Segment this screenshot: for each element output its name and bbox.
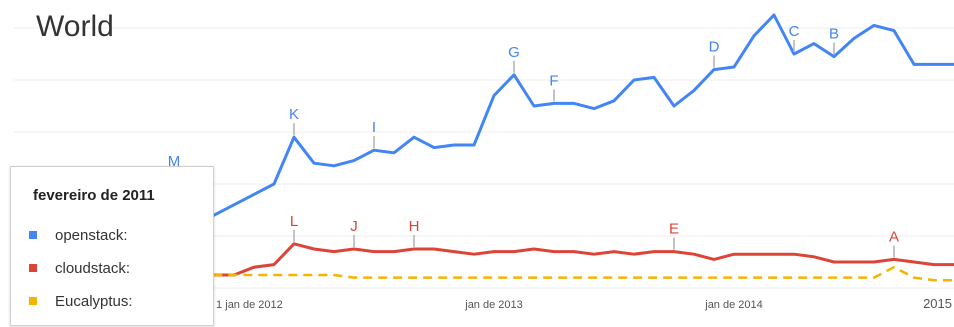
legend-label-openstack: openstack: [55, 226, 128, 244]
cloudstack-swatch [29, 264, 37, 272]
annotation-markers: NMKIGFDCBLJHEA [129, 23, 899, 258]
annotation-label-D: D [709, 39, 720, 56]
x-tick-label: jan de 2012 [224, 299, 283, 311]
annotation-label-K: K [289, 106, 299, 123]
annotation-label-B: B [829, 26, 839, 43]
legend-label-eucalyptus: Eucalyptus: [55, 292, 133, 310]
hover-tooltip: fevereiro de 2011 openstack: cloudstack:… [10, 166, 214, 326]
openstack-swatch [29, 231, 37, 239]
annotation-label-E: E [669, 221, 679, 238]
annotation-label-I: I [372, 119, 376, 136]
x-tick-label: 2015 [923, 296, 952, 311]
legend-label-cloudstack: cloudstack: [55, 259, 131, 277]
x-tick-label: jan de 2014 [704, 299, 763, 311]
annotation-label-J: J [350, 218, 358, 235]
x-tick-label-partial: 1 [216, 299, 222, 311]
x-axis-ticks: jan de 2012 jan de 2013 jan de 2014 2015 1 [216, 296, 952, 311]
annotation-label-F: F [549, 72, 558, 89]
legend-item-openstack[interactable]: openstack: [29, 225, 128, 245]
annotation-label-M: M [168, 153, 181, 170]
tooltip-date: fevereiro de 2011 [33, 187, 155, 204]
annotation-label-L: L [290, 213, 298, 230]
eucalyptus-swatch [29, 297, 37, 305]
annotation-label-G: G [508, 44, 520, 61]
legend-item-cloudstack[interactable]: cloudstack: [29, 258, 130, 278]
legend-item-eucalyptus[interactable]: Eucalyptus: [29, 291, 133, 311]
annotation-label-C: C [789, 23, 800, 40]
annotation-label-A: A [889, 228, 899, 245]
annotation-label-H: H [409, 218, 420, 235]
region-title: World [36, 10, 114, 43]
x-tick-label: jan de 2013 [464, 299, 523, 311]
